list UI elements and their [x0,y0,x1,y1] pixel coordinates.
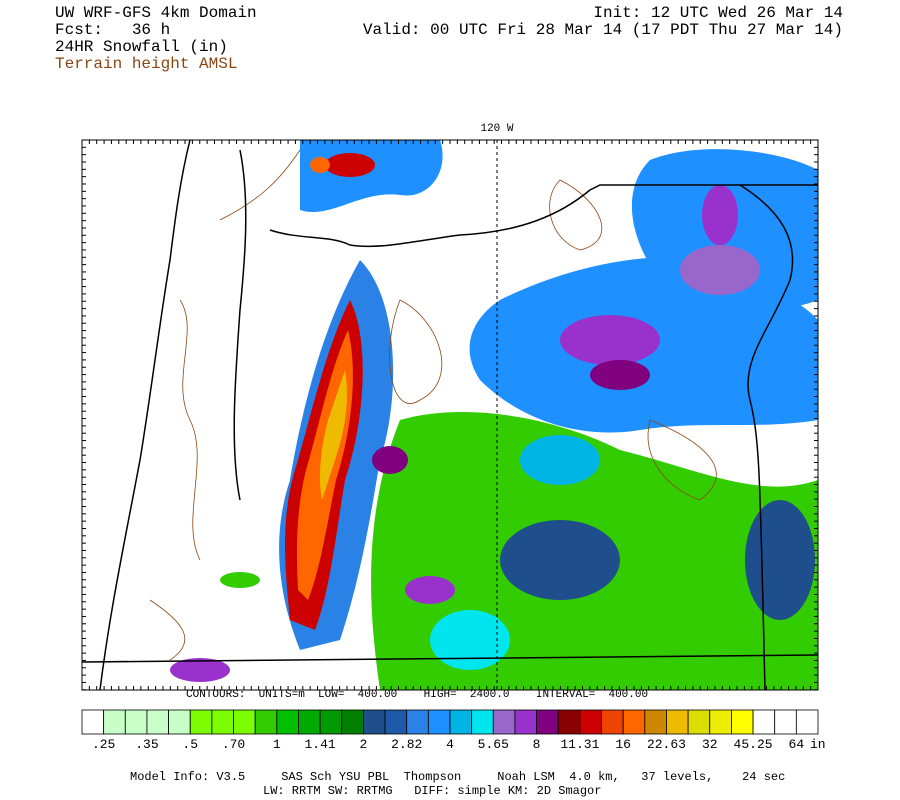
colorbar-label: 1 [273,737,281,752]
colorbar-label: .5 [182,737,198,752]
colorbar-label: .70 [222,737,245,752]
colorbar-label: 22.63 [647,737,686,752]
colorbar-cell [752,709,776,735]
colorbar-cell [363,709,386,735]
colorbar-cell [579,709,602,735]
colorbar-cell [233,709,256,735]
colorbar-cell [341,709,364,735]
colorbar-label: 32 [702,737,718,752]
colorbar-cell [103,709,126,735]
colorbar-cell [622,709,646,735]
inland-coast [233,149,247,501]
colorbar-cell [514,709,537,735]
colorbar-cell [536,709,559,735]
colorbar-cell [774,709,797,735]
colorbar-label: 8 [533,737,541,752]
colorbar-cell [492,709,516,735]
state-border-south [82,654,818,663]
state-border-east [739,184,794,690]
colorbar-cell [146,709,169,735]
colorbar-label: 11.31 [560,737,599,752]
contour-field: Terrain height AMSL [55,55,237,73]
colorbar-label: 64 [789,737,805,752]
colorbar-cell [427,709,451,735]
colorbar-cell [81,709,105,735]
colorbar-cell [601,709,624,735]
init-time: Init: 12 UTC Wed 26 Mar 14 [593,4,843,22]
colorbar-cell [644,709,667,735]
terrain-contours [149,149,717,661]
colorbar-label: 2.82 [391,737,422,752]
model-physics: LW: RRTM SW: RRTMG DIFF: simple KM: 2D S… [263,784,601,798]
colorbar-cell [211,709,234,735]
colorbar-cell [319,709,343,735]
colorbar-cell [687,709,711,735]
colorbar-label: .25 [92,737,115,752]
coastline [99,140,191,690]
colorbar-cell [276,709,299,735]
boundaries [82,140,818,690]
colorbar: .25 .35 .5 .70 1 1.41 2 2.82 4 5.65 8 11.31 16 22.63 3… [81,709,826,752]
colorbar-cell [298,709,321,735]
colorbar-label: 45.25 [734,737,773,752]
colorbar-label: 2 [360,737,368,752]
meridian-label: 120 W [480,123,513,135]
model-info: Model Info: V3.5 SAS Sch YSU PBL Thompso… [130,770,785,784]
colorbar-cell [189,709,213,735]
colorbar-cell [709,709,732,735]
colorbar-label: 16 [615,737,631,752]
colorbar-cell [557,709,581,735]
colorbar-label: .35 [135,737,158,752]
colorbar-label: 4 [446,737,454,752]
state-border-north [269,184,818,248]
colorbar-cell [449,709,473,735]
colorbar-cell [406,709,429,735]
colorbar-cell [666,709,689,735]
colorbar-unit: in [810,737,826,752]
valid-time: Valid: 00 UTC Fri 28 Mar 14 (17 PDT Thu … [363,21,843,39]
colorbar-cell [471,709,494,735]
colorbar-cell [168,709,191,735]
field-name: 24HR Snowfall (in) [55,38,228,56]
snowfall-field [170,140,818,690]
colorbar-cell [731,709,754,735]
title: UW WRF-GFS 4km Domain [55,4,257,22]
colorbar-cell [795,709,819,735]
colorbar-cell [384,709,408,735]
colorbar-cell [254,709,278,735]
map [81,139,819,691]
colorbar-label: 1.41 [305,737,336,752]
colorbar-cell [124,709,148,735]
colorbar-label: 5.65 [478,737,509,752]
contour-info: CONTOURS: UNITS=m LOW= 400.00 HIGH= 2400… [186,689,648,701]
forecast-hour: Fcst: 36 h [55,21,170,39]
